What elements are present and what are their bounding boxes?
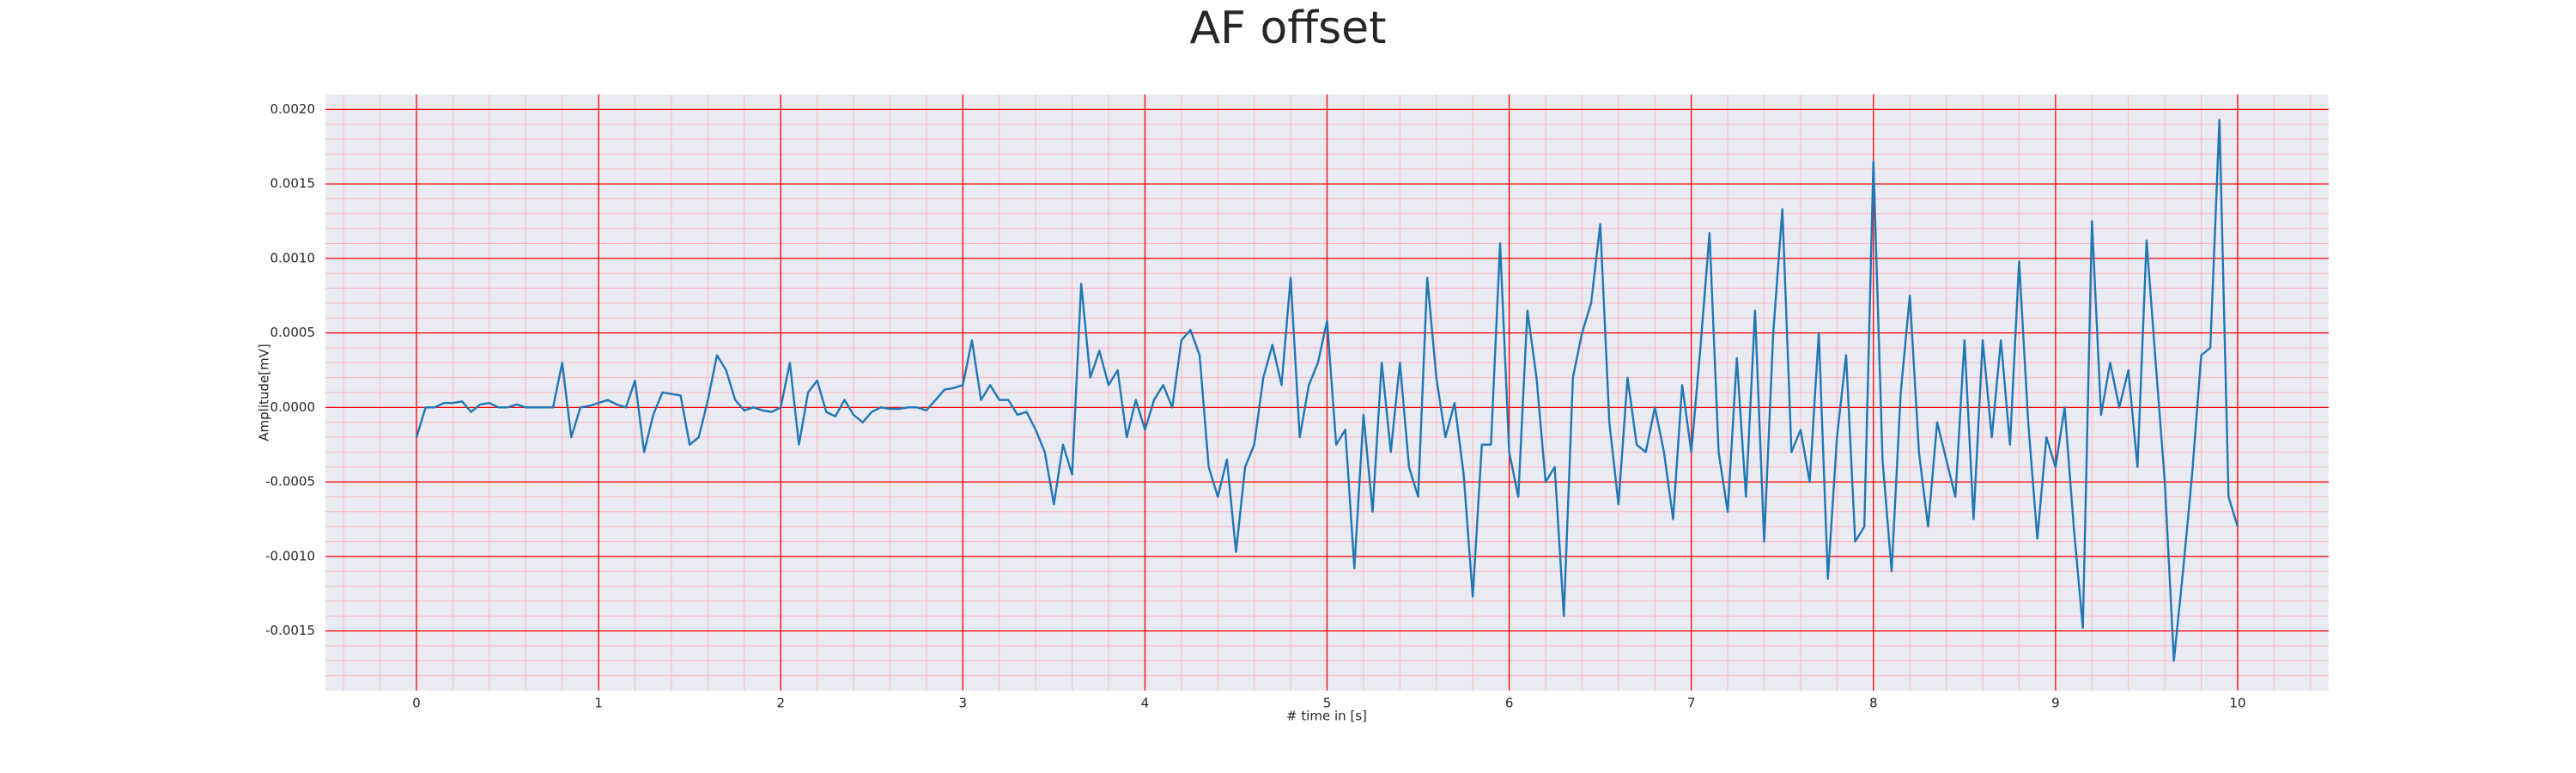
x-tick-label: 5 — [1323, 696, 1332, 711]
y-tick-label: 0.0015 — [270, 176, 316, 192]
x-tick-label: 3 — [959, 696, 968, 711]
x-tick-label: 9 — [2051, 696, 2060, 711]
x-tick-label: 1 — [594, 696, 603, 711]
x-tick-label: 10 — [2229, 696, 2245, 711]
x-tick-label: 4 — [1141, 696, 1150, 711]
y-tick-label: 0.0020 — [270, 101, 316, 117]
y-tick-label: 0.0005 — [270, 325, 316, 340]
y-tick-label: -0.0015 — [265, 623, 315, 638]
y-tick-label: 0.0010 — [270, 250, 316, 265]
y-axis-label: Amplitude[mV] — [257, 344, 272, 441]
x-axis-label: # time in [s] — [1286, 709, 1367, 724]
y-tick-label: -0.0010 — [265, 548, 315, 563]
line-series — [415, 119, 2239, 662]
x-tick-label: 2 — [776, 696, 785, 711]
chart-title: AF offset — [1189, 3, 1386, 54]
x-tick-label: 7 — [1687, 696, 1696, 711]
x-tick-label: 6 — [1505, 696, 1514, 711]
y-tick-label: 0.0000 — [270, 399, 316, 415]
x-tick-label: 8 — [1869, 696, 1878, 711]
x-tick-label: 0 — [412, 696, 421, 711]
y-tick-label: -0.0005 — [265, 474, 315, 490]
